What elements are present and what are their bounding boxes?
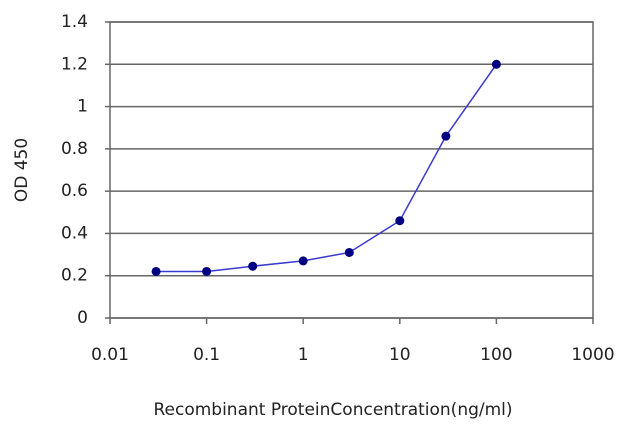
x-tick-label: 0.01: [91, 345, 129, 365]
x-tick-label: 1: [298, 345, 309, 365]
data-point: [151, 266, 161, 276]
plot-frame: [109, 21, 594, 319]
y-axis-label: OD 450: [12, 138, 32, 202]
x-axis-label: Recombinant ProteinConcentration(ng/ml): [153, 400, 512, 420]
data-line: [156, 63, 498, 273]
data-point: [298, 256, 308, 266]
data-point: [202, 266, 212, 276]
x-tick-label: 10: [389, 345, 411, 365]
y-tick-label: 1.2: [61, 54, 88, 74]
y-tick-label: 0.8: [61, 139, 88, 159]
y-tick-label: 1.4: [61, 12, 88, 32]
y-tick-label: 0.6: [61, 181, 88, 201]
data-point: [395, 216, 405, 226]
y-tick-label: 0: [77, 308, 88, 328]
data-point: [491, 59, 501, 69]
y-tick-label: 1: [77, 97, 88, 117]
data-point: [344, 247, 354, 257]
data-point: [248, 261, 258, 271]
data-point: [441, 131, 451, 141]
x-tick-label: 0.1: [193, 345, 220, 365]
x-tick-label: 100: [480, 345, 512, 365]
x-tick-label: 1000: [571, 345, 614, 365]
y-tick-label: 0.4: [61, 223, 88, 243]
y-tick-label: 0.2: [61, 266, 88, 286]
